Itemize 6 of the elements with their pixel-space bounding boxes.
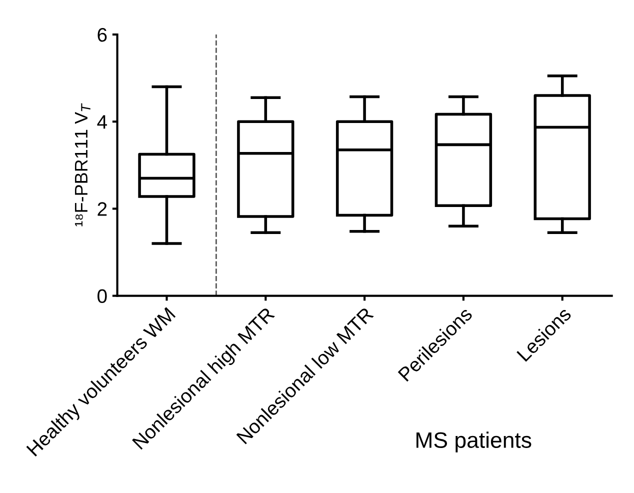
y-axis-title: ¹⁸F-PBR111 V$_{T}$ <box>74 103 90 226</box>
y-tick-label: 4 <box>97 115 107 129</box>
y-tick-label: 6 <box>98 28 107 42</box>
y-tick-label: 2 <box>98 202 107 216</box>
y-tick-label: 0 <box>98 289 107 304</box>
x-axis-title: MS patients <box>416 432 532 452</box>
